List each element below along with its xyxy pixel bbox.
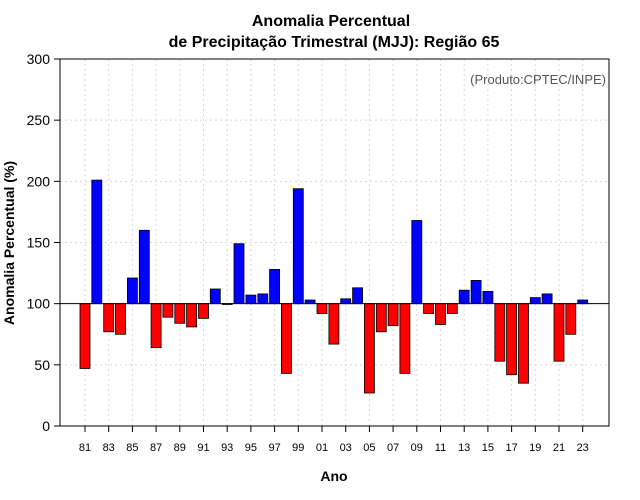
x-tick-label: 89 — [174, 442, 186, 454]
bar-11 — [435, 303, 446, 325]
x-tick-label: 99 — [292, 442, 304, 454]
credit-label: (Produto:CPTEC/INPE) — [470, 72, 606, 87]
bar-98 — [280, 303, 292, 374]
bar-17 — [506, 303, 518, 376]
bar-99 — [292, 188, 304, 305]
bar-89 — [174, 303, 186, 324]
x-tick-label: 17 — [505, 442, 517, 454]
y-tick-label: 200 — [27, 173, 51, 189]
bar-19 — [529, 297, 541, 305]
bar-06 — [375, 303, 387, 333]
x-tick-label: 11 — [435, 442, 446, 454]
x-tick-label: 95 — [245, 442, 257, 454]
bar-81 — [79, 303, 91, 369]
x-tick-label: 01 — [316, 442, 328, 454]
bar-88 — [162, 303, 174, 318]
bar-13 — [458, 289, 470, 305]
bar-15 — [482, 290, 494, 304]
y-tick-label: 50 — [34, 357, 50, 373]
x-tick-label: 23 — [577, 442, 589, 454]
bar-85 — [127, 277, 138, 305]
bar-91 — [198, 303, 209, 319]
bar-94 — [233, 243, 245, 304]
bar-18 — [518, 303, 529, 384]
x-tick-label: 13 — [458, 442, 470, 454]
bar-07 — [387, 303, 399, 327]
x-tick-label: 97 — [268, 442, 280, 454]
x-tick-label: 21 — [553, 442, 565, 454]
x-tick-label: 19 — [529, 442, 541, 454]
bar-09 — [411, 220, 423, 305]
x-tick-label: 87 — [150, 442, 162, 454]
bar-04 — [352, 287, 364, 305]
x-tick-label: 07 — [387, 442, 399, 454]
x-tick-label: 93 — [221, 442, 233, 454]
y-tick-label: 0 — [42, 418, 50, 434]
bar-23 — [577, 299, 589, 305]
x-tick-label: 81 — [79, 442, 91, 454]
y-tick-label: 150 — [27, 235, 51, 251]
x-axis-label: Ano — [320, 468, 347, 484]
bar-82 — [91, 179, 103, 305]
bar-20 — [541, 293, 553, 305]
y-axis: 0 50 100 150 200 250 300 — [27, 51, 60, 434]
x-tick-label: 85 — [126, 442, 138, 454]
bar-92 — [209, 288, 221, 305]
y-tick-label: 300 — [27, 51, 51, 67]
x-tick-label: 05 — [363, 442, 375, 454]
x-tick-label: 09 — [411, 442, 423, 454]
bars — [79, 179, 589, 394]
bar-16 — [494, 303, 506, 362]
y-axis-label: Anomalia Percentual (%) — [1, 161, 17, 325]
bar-22 — [565, 303, 577, 335]
bar-10 — [423, 303, 435, 314]
bar-84 — [115, 303, 126, 335]
y-tick-label: 100 — [27, 296, 51, 312]
y-tick-label: 250 — [27, 112, 51, 128]
bar-21 — [553, 303, 565, 362]
bar-90 — [186, 303, 198, 328]
x-tick-label: 83 — [103, 442, 115, 454]
bar-01 — [316, 303, 328, 314]
x-tick-label: 15 — [482, 442, 494, 454]
chart-title-line2: de Precipitação Trimestral (MJJ): Região… — [169, 34, 500, 51]
bar-87 — [150, 303, 162, 349]
bar-14 — [470, 279, 482, 304]
bar-83 — [103, 303, 115, 333]
bar-02 — [328, 303, 340, 345]
chart-title-line1: Anomalia Percentual — [252, 13, 410, 30]
bar-95 — [245, 294, 257, 305]
bar-96 — [257, 293, 269, 305]
x-tick-label: 91 — [197, 442, 209, 454]
x-tick-label: 03 — [340, 442, 352, 454]
bar-00 — [304, 299, 316, 305]
bar-08 — [399, 303, 411, 374]
bar-05 — [363, 303, 375, 394]
bar-03 — [340, 298, 352, 305]
bar-12 — [446, 303, 458, 314]
x-axis: 81 83 85 87 89 91 93 95 97 99 01 03 05 07 09 11 13 15 17 19… — [79, 426, 589, 454]
bar-97 — [269, 268, 281, 305]
bar-86 — [138, 229, 150, 305]
